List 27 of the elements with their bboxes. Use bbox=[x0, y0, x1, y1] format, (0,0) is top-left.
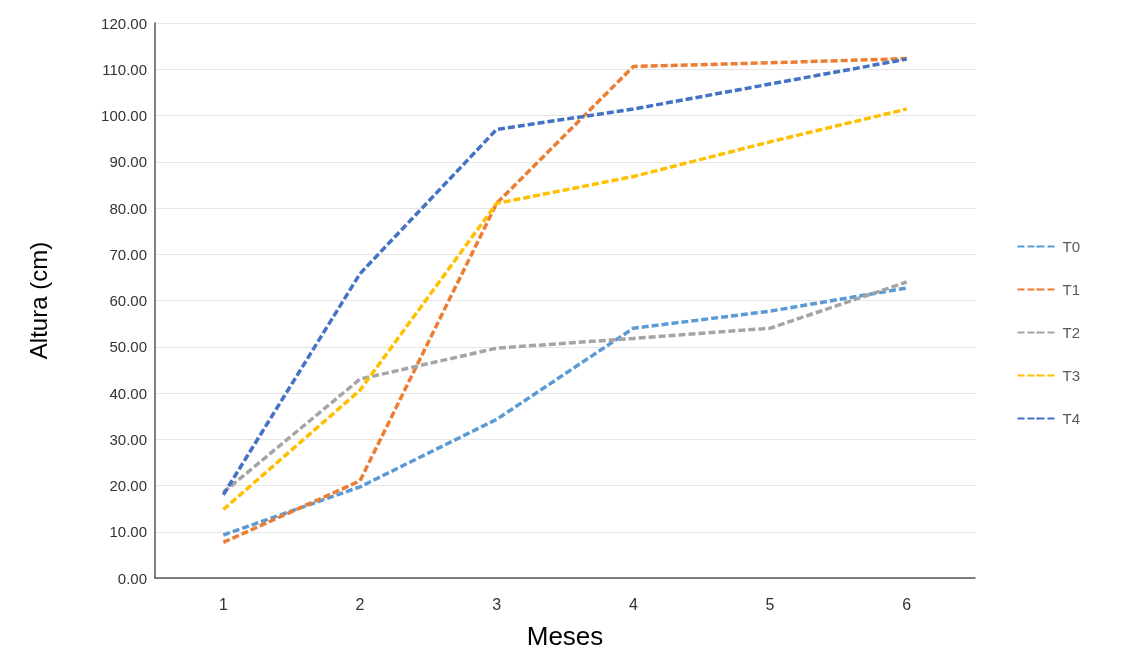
y-tick-label: 50.00 bbox=[109, 338, 147, 356]
x-tick-label: 1 bbox=[218, 595, 228, 613]
x-axis-title: Meses bbox=[526, 621, 604, 651]
line-series bbox=[221, 286, 909, 537]
x-tick-label: 3 bbox=[492, 595, 502, 613]
y-tick-label: 70.00 bbox=[109, 245, 147, 263]
y-tick-label: 120.00 bbox=[101, 14, 147, 32]
y-tick-label: 20.00 bbox=[109, 477, 147, 494]
legend-label: T0 bbox=[1062, 238, 1081, 255]
y-tick-label: 10.00 bbox=[109, 523, 147, 541]
y-tick-label: 90.00 bbox=[109, 153, 147, 171]
x-tick-label: 5 bbox=[765, 595, 775, 613]
x-tick-label: 2 bbox=[355, 595, 365, 613]
legend-label: T1 bbox=[1062, 281, 1081, 298]
y-tick-label: 80.00 bbox=[109, 199, 147, 217]
legend-label: T4 bbox=[1062, 410, 1081, 427]
x-tick-label: 6 bbox=[902, 595, 912, 613]
x-tick-label: 4 bbox=[628, 595, 638, 613]
y-tick-label: 0.00 bbox=[117, 569, 147, 587]
legend-label: T3 bbox=[1062, 367, 1081, 384]
y-axis-title: Altura (cm) bbox=[24, 241, 52, 360]
y-tick-label: 40.00 bbox=[109, 384, 147, 402]
y-tick-label: 100.00 bbox=[101, 107, 147, 124]
y-tick-label: 60.00 bbox=[109, 292, 147, 309]
y-tick-label: 110.00 bbox=[102, 60, 147, 78]
legend-label: T2 bbox=[1062, 324, 1081, 341]
y-tick-label: 30.00 bbox=[109, 430, 147, 448]
